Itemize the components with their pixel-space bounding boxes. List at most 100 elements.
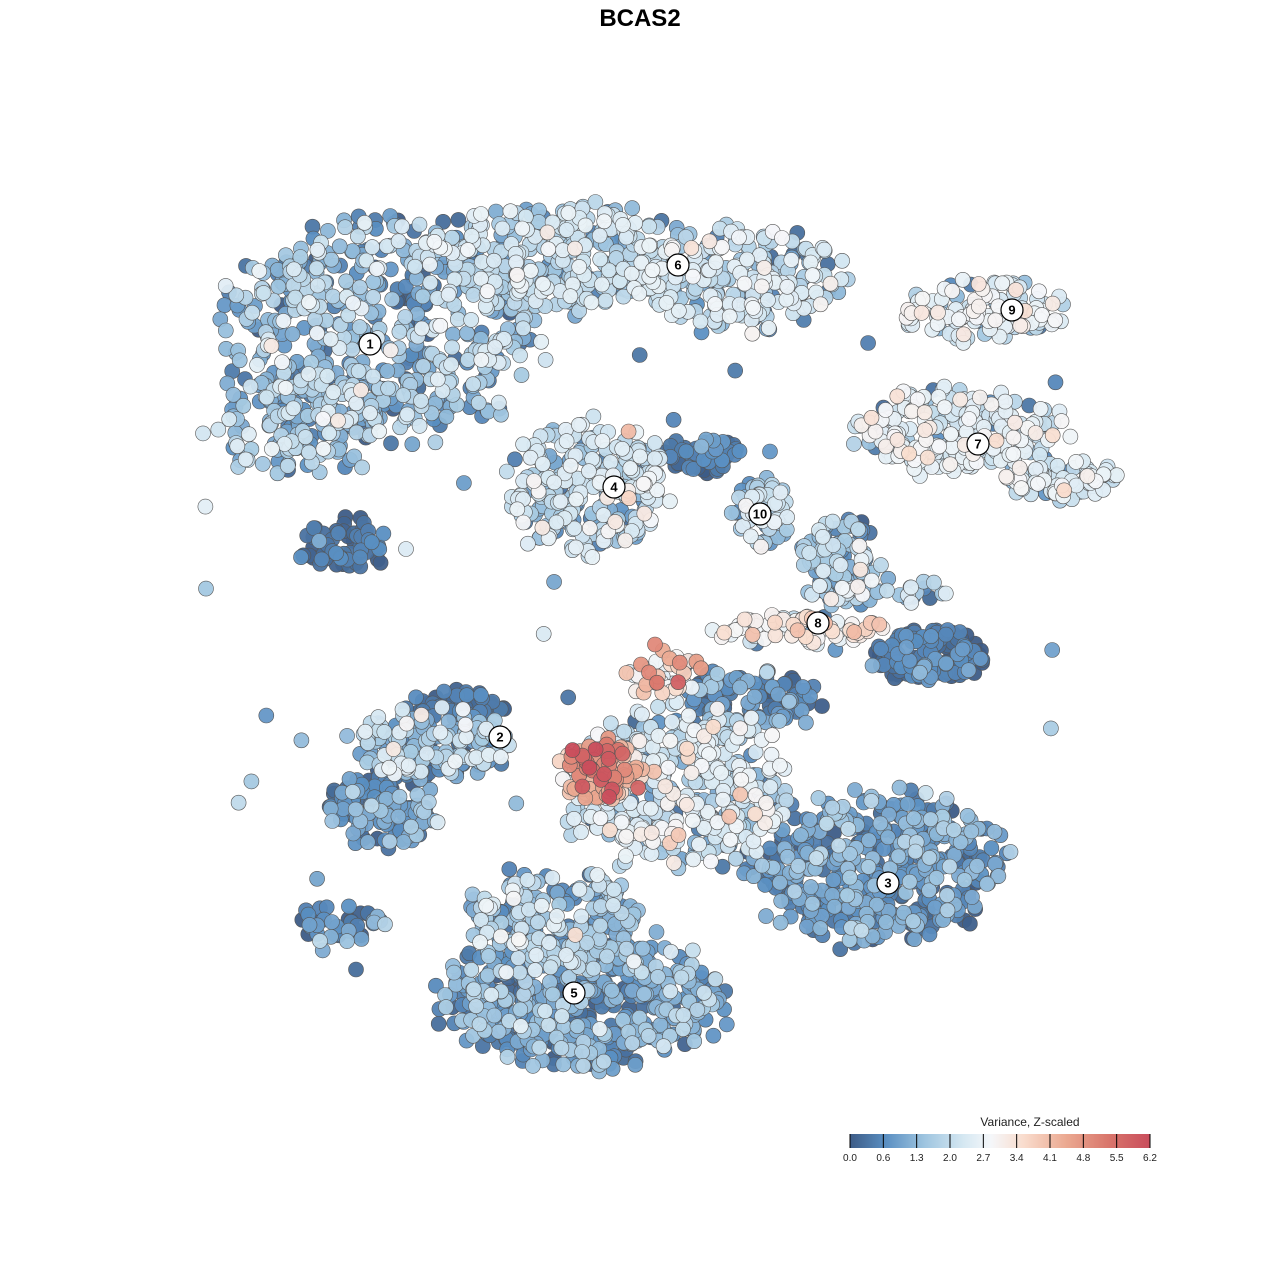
data-point xyxy=(258,389,275,406)
data-point xyxy=(341,771,358,787)
data-point xyxy=(460,352,476,368)
data-point xyxy=(732,679,748,696)
legend-colorbar xyxy=(850,1134,1150,1148)
data-point xyxy=(670,674,687,691)
cluster-label-7: 7 xyxy=(966,432,990,456)
data-point xyxy=(665,411,682,428)
data-point xyxy=(774,230,790,246)
data-point xyxy=(471,1016,488,1033)
data-point xyxy=(804,895,821,912)
data-point xyxy=(642,800,659,817)
data-point xyxy=(434,699,450,716)
data-point xyxy=(463,228,480,244)
data-point xyxy=(954,271,971,288)
data-point xyxy=(952,391,969,408)
data-point xyxy=(490,394,507,411)
data-point xyxy=(344,784,361,800)
data-point xyxy=(683,765,700,781)
data-point xyxy=(889,432,906,448)
data-point xyxy=(928,870,945,886)
data-point xyxy=(311,533,328,549)
data-point xyxy=(407,258,423,275)
legend-tick-label: 6.2 xyxy=(1143,1153,1157,1164)
data-point xyxy=(574,1044,590,1060)
data-point xyxy=(905,810,922,827)
data-point xyxy=(889,388,906,405)
cluster-label-text: 4 xyxy=(610,480,618,495)
data-point xyxy=(368,261,385,277)
data-point xyxy=(779,278,796,295)
data-point xyxy=(964,889,980,905)
data-point xyxy=(873,557,889,573)
data-point xyxy=(502,203,519,219)
data-point xyxy=(566,810,582,827)
data-point xyxy=(658,295,675,311)
data-point xyxy=(926,574,942,591)
data-point xyxy=(432,724,449,741)
data-point xyxy=(824,799,841,816)
data-point xyxy=(544,870,561,886)
data-point xyxy=(601,822,618,839)
data-point xyxy=(1044,295,1061,312)
data-point xyxy=(728,850,744,867)
data-point xyxy=(398,541,414,557)
data-point xyxy=(597,292,614,309)
data-point xyxy=(330,412,346,429)
data-point xyxy=(732,720,749,737)
data-point xyxy=(627,1057,644,1073)
data-point xyxy=(567,927,584,943)
cluster-label-text: 7 xyxy=(974,437,981,452)
data-point xyxy=(420,794,437,810)
data-point xyxy=(381,759,398,776)
data-point xyxy=(624,1035,641,1051)
data-point xyxy=(898,639,915,656)
data-point xyxy=(413,392,429,409)
data-point xyxy=(553,1040,570,1056)
data-point xyxy=(850,578,866,595)
data-point xyxy=(309,277,326,294)
data-point xyxy=(979,876,995,892)
data-point xyxy=(592,810,609,827)
data-point xyxy=(493,928,509,945)
data-point xyxy=(470,394,487,411)
data-point xyxy=(636,505,653,522)
data-point xyxy=(458,687,475,704)
data-point xyxy=(879,582,895,599)
data-point xyxy=(709,700,726,717)
data-point xyxy=(507,451,523,468)
data-point xyxy=(562,288,579,305)
data-point xyxy=(379,363,396,379)
data-point xyxy=(913,305,930,321)
cluster-label-5: 5 xyxy=(562,981,586,1005)
data-point xyxy=(944,283,961,299)
data-point xyxy=(942,456,959,473)
data-point xyxy=(772,914,789,931)
data-point xyxy=(459,325,475,342)
data-point xyxy=(632,448,648,465)
data-point xyxy=(309,870,325,887)
data-point xyxy=(1005,446,1022,462)
data-point xyxy=(972,389,988,406)
data-point xyxy=(505,890,522,907)
data-point xyxy=(341,898,357,915)
data-point xyxy=(864,657,881,674)
data-point xyxy=(300,366,317,382)
data-point xyxy=(429,814,446,831)
point-cloud xyxy=(195,194,1125,1080)
data-point xyxy=(560,689,577,706)
data-point xyxy=(1056,482,1072,499)
data-point xyxy=(696,984,712,1001)
data-point xyxy=(994,275,1011,292)
data-point xyxy=(594,433,611,449)
cluster-label-text: 3 xyxy=(884,876,891,891)
data-point xyxy=(986,823,1003,840)
data-point xyxy=(596,766,613,782)
data-point xyxy=(438,999,454,1015)
data-point xyxy=(249,357,265,373)
data-point xyxy=(352,549,369,566)
data-point xyxy=(235,397,252,414)
data-point xyxy=(571,417,587,433)
data-point xyxy=(592,251,609,268)
data-point xyxy=(662,983,679,1000)
